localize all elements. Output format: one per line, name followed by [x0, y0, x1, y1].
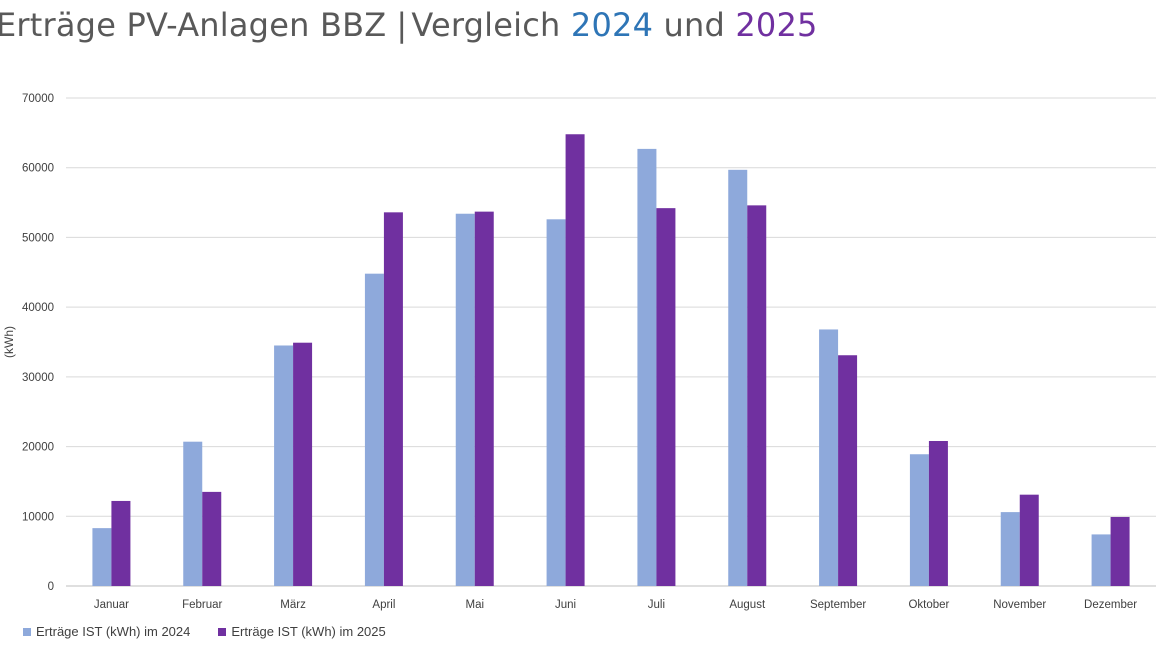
legend-label-2025: Erträge IST (kWh) im 2025: [231, 624, 386, 639]
bar-2025: [474, 211, 494, 587]
x-axis-ticks: Januar Februar März April Mai Juni Juli August S…: [94, 599, 1137, 611]
y-tick-label: 70000: [22, 93, 54, 105]
bar-2025: [1019, 494, 1039, 586]
y-tick-label: 0: [48, 581, 54, 593]
x-tick-label: Mai: [465, 599, 484, 611]
bar-2024: [637, 148, 657, 587]
bar-2024: [364, 273, 384, 586]
title-main: Erträge PV-Anlagen BBZ: [0, 6, 387, 44]
x-tick-label: Februar: [182, 599, 222, 611]
y-tick-label: 20000: [22, 442, 54, 454]
bar-2025: [202, 491, 222, 586]
bar-2025: [111, 500, 131, 586]
chart-title: Erträge PV-Anlagen BBZ | Vergleich 2024 un…: [0, 6, 818, 44]
bar-2024: [1091, 534, 1111, 586]
x-tick-label: August: [729, 599, 766, 611]
gridlines: [66, 97, 1156, 587]
y-tick-label: 10000: [22, 511, 54, 523]
x-tick-label: Oktober: [908, 599, 949, 611]
y-tick-label: 60000: [22, 163, 54, 175]
title-compare: Vergleich: [411, 6, 561, 44]
bar-2025: [928, 440, 948, 586]
legend-label-2024: Erträge IST (kWh) im 2024: [36, 624, 191, 639]
bar-2024: [92, 528, 112, 586]
legend-swatch-2024: [23, 627, 31, 636]
bar-2024: [274, 345, 294, 586]
bar-2025: [747, 205, 767, 587]
bars: [92, 134, 1130, 587]
bar-2025: [838, 355, 858, 586]
x-tick-label: November: [993, 599, 1046, 611]
legend-item-2024: Erträge IST (kWh) im 2024: [23, 624, 190, 639]
title-year-2025: 2025: [735, 6, 818, 44]
bar-2024: [455, 213, 475, 586]
x-tick-label: Dezember: [1084, 599, 1137, 611]
y-axis-ticks: 0 10000 20000 30000 40000 50000 60000 70000: [22, 93, 54, 593]
legend: Erträge IST (kWh) im 2024 Erträge IST (k…: [23, 624, 386, 639]
x-tick-label: Juni: [555, 599, 576, 611]
y-tick-label: 50000: [22, 232, 54, 244]
bar-2025: [565, 134, 585, 586]
bar-2024: [546, 219, 566, 586]
x-tick-label: September: [810, 599, 866, 611]
title-and: und: [663, 6, 725, 44]
bar-2024: [183, 441, 203, 586]
legend-item-2025: Erträge IST (kWh) im 2025: [218, 624, 386, 639]
x-tick-label: Juli: [648, 599, 665, 611]
x-tick-label: März: [280, 599, 306, 611]
y-tick-label: 30000: [22, 372, 54, 384]
x-tick-label: Januar: [94, 599, 129, 611]
bar-2025: [1110, 516, 1130, 586]
bar-2024: [728, 169, 748, 586]
title-year-2024: 2024: [570, 6, 654, 44]
y-axis-label: (kWh): [2, 326, 16, 358]
x-tick-label: April: [372, 599, 395, 611]
bar-2024: [1000, 512, 1020, 586]
bar-2025: [383, 212, 403, 586]
bar-2024: [909, 454, 929, 586]
title-separator: |: [396, 6, 408, 44]
bar-2024: [819, 329, 839, 586]
y-tick-label: 40000: [22, 302, 54, 314]
bar-2025: [293, 342, 313, 586]
legend-swatch-2025: [218, 627, 227, 636]
bar-2025: [656, 208, 676, 587]
